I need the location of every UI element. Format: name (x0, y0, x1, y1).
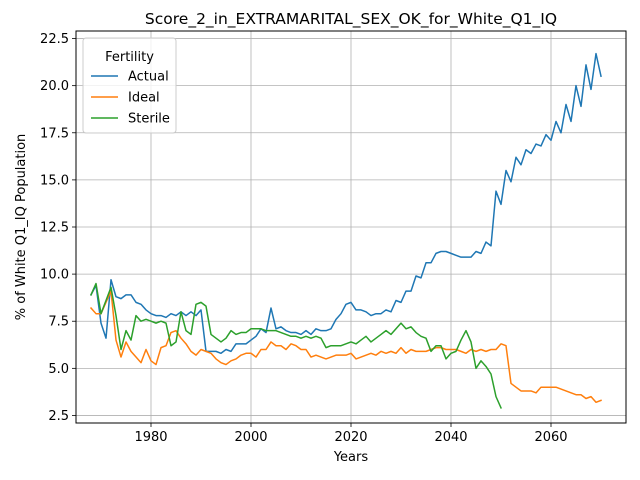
y-tick-label: 7.5 (48, 315, 69, 330)
legend-label: Ideal (128, 91, 160, 106)
x-tick-label: 2060 (534, 430, 567, 445)
y-axis-label: % of White Q1_IQ Population (14, 134, 29, 321)
x-tick-label: 1980 (134, 430, 167, 445)
legend-box (82, 37, 177, 134)
legend-title: Fertility (105, 50, 154, 65)
x-tick-label: 2000 (234, 430, 267, 445)
series-line-actual (89, 52, 602, 355)
y-tick-label: 12.5 (40, 221, 69, 236)
y-tick-label: 15.0 (40, 173, 69, 188)
y-tick-label: 20.0 (40, 79, 69, 94)
y-tick-label: 2.5 (48, 409, 69, 424)
y-axis: 2.5 5.0 7.5 10.0 12.5 15.0 17.5 20.0 22.5 (40, 32, 76, 424)
y-tick-label: 17.5 (40, 126, 69, 141)
legend-label: Sterile (128, 112, 170, 127)
y-tick-label: 5.0 (48, 362, 69, 377)
chart-title: Score_2_in_EXTRAMARITAL_SEX_OK_for_White… (145, 10, 557, 29)
grid-lines (76, 31, 626, 423)
x-tick-label: 2040 (434, 430, 467, 445)
y-tick-label: 22.5 (40, 32, 69, 47)
x-tick-label: 2020 (334, 430, 367, 445)
series-line-ideal (89, 290, 602, 404)
legend-label: Actual (128, 70, 169, 85)
series-layer (89, 52, 602, 409)
y-tick-label: 10.0 (40, 268, 69, 283)
x-axis: 1980 2000 2020 2040 2060 (134, 423, 568, 445)
series-line-sterile (90, 282, 502, 409)
legend: Fertility Actual Ideal Sterile (82, 37, 177, 134)
x-axis-label: Years (333, 450, 369, 465)
